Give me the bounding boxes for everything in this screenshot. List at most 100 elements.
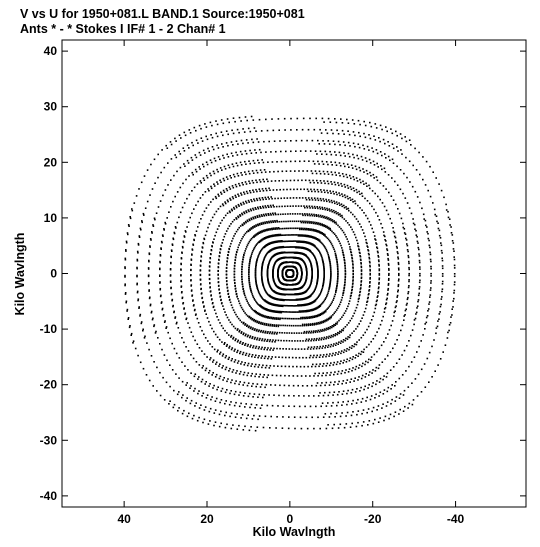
uv-point <box>434 213 436 216</box>
uv-point <box>289 234 291 236</box>
uv-point <box>357 143 360 145</box>
uv-point <box>351 289 353 292</box>
uv-point <box>322 320 325 322</box>
uv-point <box>304 214 307 217</box>
uv-point <box>358 248 360 250</box>
uv-point <box>318 313 320 316</box>
uv-point <box>228 210 231 212</box>
uv-point <box>244 362 246 364</box>
uv-point <box>258 364 261 366</box>
uv-point <box>387 279 390 281</box>
uv-point <box>374 304 377 307</box>
uv-point <box>278 180 280 182</box>
uv-point <box>249 162 251 165</box>
uv-point <box>274 310 277 312</box>
uv-point <box>315 298 318 300</box>
uv-point <box>379 323 382 326</box>
uv-point <box>352 280 354 282</box>
uv-point <box>390 402 392 405</box>
uv-point <box>387 213 390 216</box>
uv-point <box>259 251 261 253</box>
uv-point <box>281 317 283 320</box>
uv-point <box>293 179 296 182</box>
uv-point <box>261 223 263 225</box>
uv-point <box>342 175 345 178</box>
uv-point <box>248 279 250 282</box>
uv-point <box>258 197 261 199</box>
uv-point <box>338 192 340 194</box>
uv-point <box>243 332 245 334</box>
uv-point <box>381 202 384 204</box>
uv-point <box>250 238 253 240</box>
uv-point <box>201 140 204 142</box>
uv-point <box>309 284 312 286</box>
uv-point <box>208 369 211 372</box>
uv-point <box>129 217 132 220</box>
uv-point <box>332 190 334 193</box>
uv-point <box>170 256 172 259</box>
uv-point <box>266 129 269 132</box>
uv-point <box>223 179 226 182</box>
uv-point <box>215 197 218 200</box>
uv-point <box>258 222 261 225</box>
uv-point <box>361 397 364 400</box>
uv-point <box>261 215 263 217</box>
uv-point <box>328 143 331 145</box>
uv-point <box>247 242 250 245</box>
uv-point <box>322 208 324 210</box>
uv-point <box>369 285 371 287</box>
uv-point <box>315 214 317 216</box>
uv-point <box>300 241 302 243</box>
uv-point <box>264 300 267 303</box>
uv-point <box>376 179 379 182</box>
uv-point <box>323 269 325 271</box>
uv-point <box>330 334 333 337</box>
uv-point <box>321 302 324 304</box>
uv-point <box>406 249 409 251</box>
uv-point <box>368 253 370 256</box>
uv-point <box>364 197 366 200</box>
uv-point <box>244 171 246 173</box>
uv-point <box>186 382 188 384</box>
uv-point <box>310 213 313 216</box>
uv-point <box>430 265 432 268</box>
uv-point <box>281 299 283 301</box>
uv-point <box>357 245 359 247</box>
uv-point <box>188 129 191 131</box>
uv-point <box>294 170 296 172</box>
uv-point <box>343 133 345 135</box>
uv-point <box>326 218 329 220</box>
uv-point <box>332 352 334 355</box>
uv-point <box>292 299 294 301</box>
uv-point <box>350 347 353 349</box>
uv-point <box>358 166 361 169</box>
uv-point <box>350 254 353 256</box>
uv-point <box>301 310 304 312</box>
uv-point <box>249 182 251 185</box>
uv-point <box>344 273 347 276</box>
uv-point <box>344 272 347 275</box>
uv-point <box>281 356 284 359</box>
uv-point <box>277 170 279 173</box>
uv-point <box>425 316 428 319</box>
uv-point <box>453 264 456 267</box>
uv-point <box>264 245 266 248</box>
uv-point <box>341 412 343 414</box>
uv-point <box>323 224 325 226</box>
uv-point <box>272 304 274 306</box>
uv-point <box>320 322 323 324</box>
uv-point <box>334 381 336 383</box>
uv-point <box>363 348 365 351</box>
uv-point <box>273 170 275 173</box>
uv-point <box>163 166 166 169</box>
uv-point <box>378 137 380 139</box>
uv-point <box>329 266 332 269</box>
uv-point <box>279 188 281 191</box>
uv-point <box>280 299 282 301</box>
uv-point <box>351 260 354 262</box>
uv-point <box>235 162 238 164</box>
uv-point <box>220 119 223 121</box>
uv-point <box>241 213 244 216</box>
uv-point <box>318 206 321 208</box>
uv-point <box>244 250 246 252</box>
